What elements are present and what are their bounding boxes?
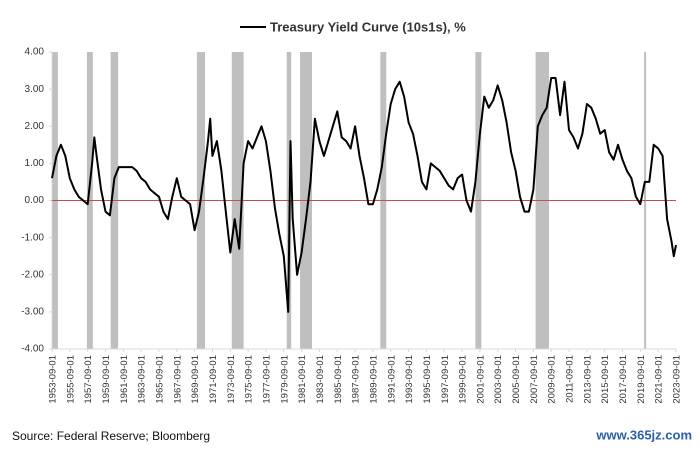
x-tick-label: 2007-09-01 [529, 355, 540, 404]
x-tick-label: 1989-09-01 [368, 355, 379, 404]
y-tick-label: 1.00 [25, 158, 45, 169]
y-tick-label: 3.00 [25, 84, 45, 95]
x-tick-label: 1983-09-01 [315, 355, 326, 404]
x-tick-label: 1971-09-01 [208, 355, 219, 404]
x-tick-label: 1975-09-01 [244, 355, 255, 404]
x-tick-label: 1953-09-01 [48, 355, 59, 404]
x-tick-label: 1955-09-01 [65, 355, 76, 404]
x-tick-label: 2013-09-01 [582, 355, 593, 404]
x-tick-label: 1961-09-01 [119, 355, 130, 404]
x-tick-label: 1973-09-01 [226, 355, 237, 404]
y-tick-label: 2.00 [25, 121, 45, 132]
y-tick-label: -3.00 [21, 307, 44, 318]
source: Source: Federal Reserve; Bloomberg [12, 429, 210, 443]
x-tick-label: 2023-09-01 [672, 355, 683, 404]
x-tick-label: 1999-09-01 [458, 355, 469, 404]
x-tick-label: 2017-09-01 [618, 355, 629, 404]
series-line [51, 77, 677, 313]
x-tick-label: 1979-09-01 [279, 355, 290, 404]
x-tick-label: 1963-09-01 [137, 355, 148, 404]
x-tick-label: 2003-09-01 [493, 355, 504, 404]
x-tick-label: 2005-09-01 [511, 355, 522, 404]
x-tick-label: 1987-09-01 [351, 355, 362, 404]
x-tick-label: 1957-09-01 [83, 355, 94, 404]
x-tick-label: 1967-09-01 [172, 355, 183, 404]
x-tick-label: 1991-09-01 [386, 355, 397, 404]
x-tick-label: 1997-09-01 [440, 355, 451, 404]
y-tick-label: 4.00 [25, 47, 45, 58]
x-tick-label: 2015-09-01 [600, 355, 611, 404]
x-tick-label: 1981-09-01 [297, 355, 308, 404]
x-tick-label: 1985-09-01 [333, 355, 344, 404]
y-tick-label: -4.00 [21, 344, 44, 355]
x-tick-label: 1959-09-01 [101, 355, 112, 404]
x-tick-label: 1993-09-01 [404, 355, 415, 404]
x-tick-label: 2019-09-01 [636, 355, 647, 404]
y-tick-label: 0.00 [25, 195, 45, 206]
x-tick-label: 2021-09-01 [654, 355, 665, 404]
x-tick-label: 1995-09-01 [422, 355, 433, 404]
watermark: www.365jz.com [595, 427, 692, 442]
legend-label: Treasury Yield Curve (10s1s), % [270, 19, 466, 34]
x-tick-label: 1969-09-01 [190, 355, 201, 404]
y-tick-label: -2.00 [21, 269, 44, 280]
y-tick-label: -1.00 [21, 232, 44, 243]
x-tick-label: 1965-09-01 [154, 355, 165, 404]
x-tick-label: 2001-09-01 [475, 355, 486, 404]
x-tick-label: 2011-09-01 [565, 355, 576, 403]
x-tick-label: 2009-09-01 [547, 355, 558, 404]
x-tick-label: 1977-09-01 [261, 355, 272, 404]
